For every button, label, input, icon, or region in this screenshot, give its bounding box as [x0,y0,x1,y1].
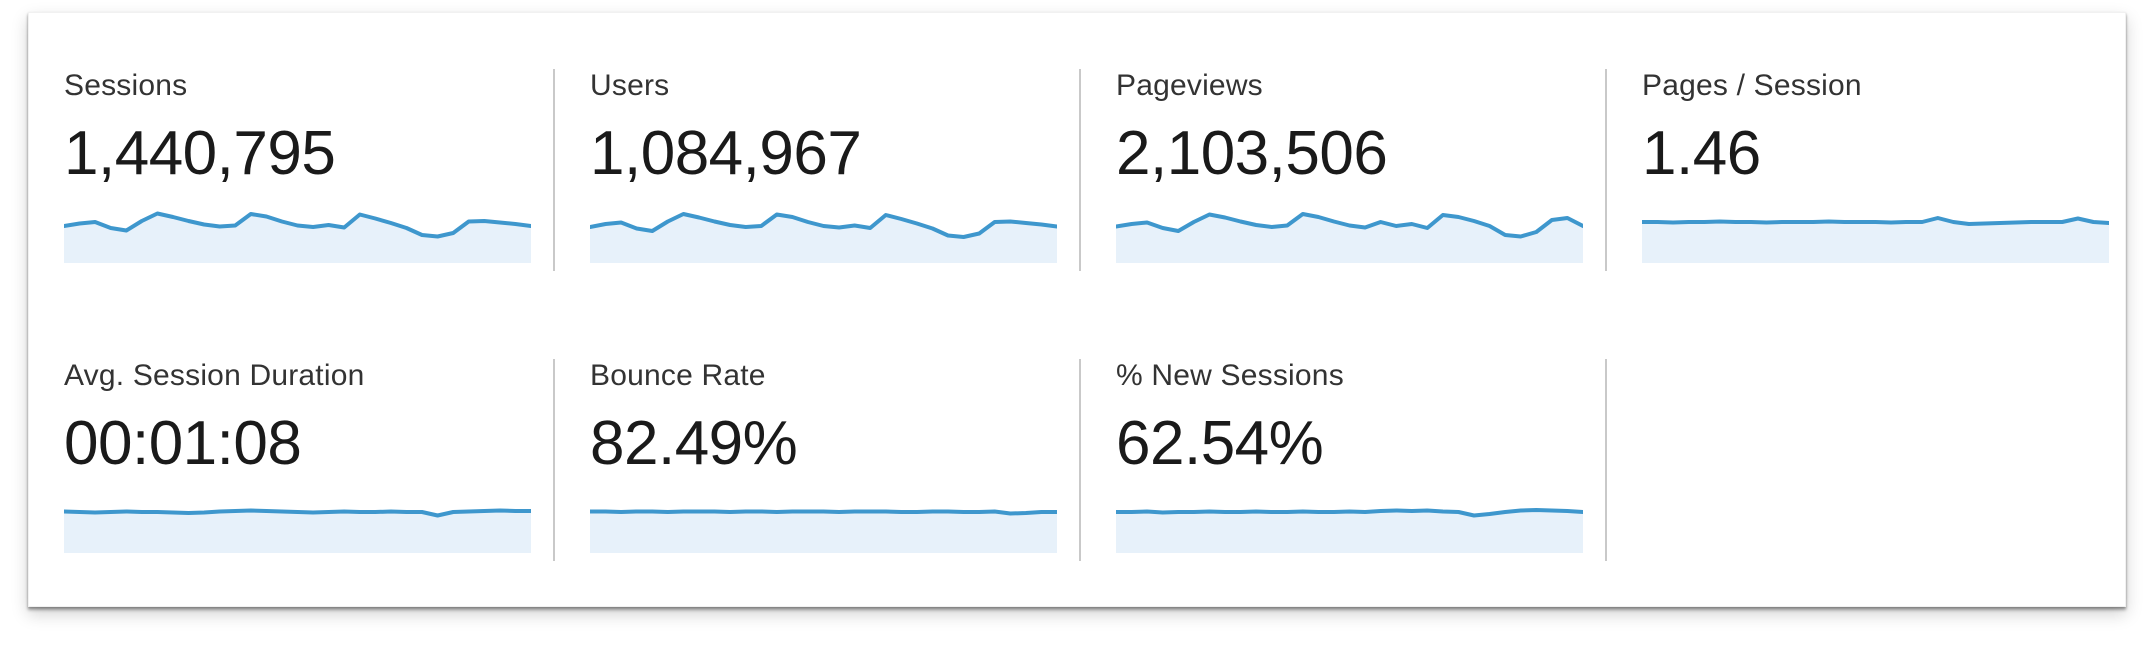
sessions-sparkline-chart [64,211,531,263]
metric-value: 1,084,967 [590,119,862,188]
pageviews-sparkline-chart [1116,212,1583,263]
metrics-panel: Sessions 1,440,795 Users 1,084,967 Pagev… [28,12,2126,607]
pages-per-session-sparkline-chart [1642,216,2109,263]
metric-card-bounce-rate[interactable]: Bounce Rate 82.49% [555,359,1081,561]
empty-cell [1607,359,2131,561]
avg-session-duration-sparkline-chart [64,508,531,553]
metric-value: 82.49% [590,409,798,478]
metric-label[interactable]: Sessions [64,69,188,102]
users-sparkline-chart [590,212,1057,263]
metric-card-users[interactable]: Users 1,084,967 [555,69,1081,271]
metric-card-sessions[interactable]: Sessions 1,440,795 [29,69,555,271]
metric-value: 1.46 [1642,119,1761,188]
metric-card-pct-new-sessions[interactable]: % New Sessions 62.54% [1081,359,1607,561]
metric-card-avg-session-duration[interactable]: Avg. Session Duration 00:01:08 [29,359,555,561]
metric-label[interactable]: % New Sessions [1116,359,1344,392]
metric-value: 00:01:08 [64,409,302,478]
metric-card-pageviews[interactable]: Pageviews 2,103,506 [1081,69,1607,271]
metric-label[interactable]: Bounce Rate [590,359,766,392]
metric-value: 2,103,506 [1116,119,1388,188]
metrics-grid: Sessions 1,440,795 Users 1,084,967 Pagev… [29,13,2125,561]
metric-label[interactable]: Avg. Session Duration [64,359,365,392]
pct-new-sessions-sparkline-chart [1116,508,1583,553]
metric-label[interactable]: Users [590,69,670,102]
bounce-rate-sparkline-chart [590,509,1057,553]
metric-label[interactable]: Pages / Session [1642,69,1862,102]
metric-label[interactable]: Pageviews [1116,69,1263,102]
metric-value: 62.54% [1116,409,1324,478]
metric-value: 1,440,795 [64,119,336,188]
metric-card-pages-per-session[interactable]: Pages / Session 1.46 [1607,69,2131,271]
